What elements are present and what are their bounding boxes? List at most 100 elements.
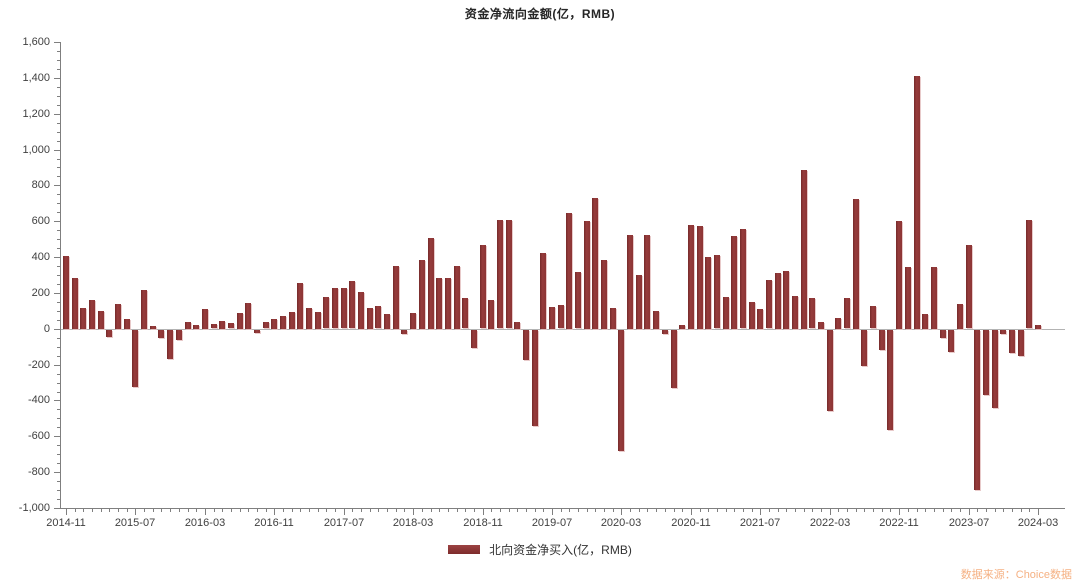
x-minor-tick xyxy=(118,509,119,512)
y-major-tick xyxy=(54,221,60,222)
bar xyxy=(115,304,121,329)
legend-label: 北向资金净买入(亿，RMB) xyxy=(489,543,632,557)
y-minor-tick xyxy=(57,347,60,348)
x-minor-tick xyxy=(812,509,813,512)
bar xyxy=(618,330,624,451)
bar xyxy=(792,296,798,329)
x-axis-label: 2022-11 xyxy=(879,517,919,529)
x-minor-tick xyxy=(240,509,241,512)
bar xyxy=(757,309,763,329)
bar xyxy=(818,322,824,329)
bar xyxy=(948,330,954,352)
x-minor-tick xyxy=(491,509,492,512)
x-axis-label: 2020-03 xyxy=(600,517,642,529)
x-minor-tick xyxy=(378,509,379,512)
bar xyxy=(488,300,494,329)
y-minor-tick xyxy=(57,481,60,482)
y-minor-tick xyxy=(57,96,60,97)
x-minor-tick xyxy=(318,509,319,512)
x-minor-tick xyxy=(595,509,596,512)
x-minor-tick xyxy=(856,509,857,512)
y-minor-tick xyxy=(57,392,60,393)
x-major-tick xyxy=(135,509,136,515)
bar xyxy=(263,322,269,328)
y-minor-tick xyxy=(57,374,60,375)
x-major-tick xyxy=(205,509,206,515)
bar xyxy=(289,312,295,329)
y-minor-tick xyxy=(57,105,60,106)
x-minor-tick xyxy=(153,509,154,512)
bar xyxy=(532,330,538,426)
bar xyxy=(809,298,815,328)
bar xyxy=(306,308,312,329)
x-axis-label: 2016-03 xyxy=(184,517,226,529)
bar xyxy=(844,298,850,328)
y-minor-tick xyxy=(57,266,60,267)
x-minor-tick xyxy=(995,509,996,512)
x-minor-tick xyxy=(361,509,362,512)
x-minor-tick xyxy=(75,509,76,512)
bar xyxy=(341,288,347,328)
x-minor-tick xyxy=(127,509,128,512)
x-minor-tick xyxy=(769,509,770,512)
x-minor-tick xyxy=(890,509,891,512)
x-axis-label: 2024-03 xyxy=(1017,517,1059,529)
x-minor-tick xyxy=(734,509,735,512)
source-note: 数据来源：Choice数据 xyxy=(960,569,1072,581)
y-axis-line xyxy=(60,42,61,508)
y-minor-tick xyxy=(57,409,60,410)
bar xyxy=(731,236,737,329)
x-minor-tick xyxy=(335,509,336,512)
x-axis-label: 2019-07 xyxy=(531,517,573,529)
y-minor-tick xyxy=(57,230,60,231)
bar xyxy=(323,297,329,328)
x-minor-tick xyxy=(517,509,518,512)
x-minor-tick xyxy=(917,509,918,512)
x-minor-tick xyxy=(647,509,648,512)
x-axis-label: 2016-11 xyxy=(254,517,294,529)
y-minor-tick xyxy=(57,194,60,195)
y-major-tick xyxy=(54,400,60,401)
bar xyxy=(228,323,234,328)
y-major-tick xyxy=(54,150,60,151)
x-major-tick xyxy=(483,509,484,515)
bar xyxy=(80,308,86,329)
x-minor-tick xyxy=(370,509,371,512)
x-minor-tick xyxy=(257,509,258,512)
bar xyxy=(454,266,460,329)
x-minor-tick xyxy=(292,509,293,512)
bar xyxy=(315,312,321,329)
y-minor-tick xyxy=(57,311,60,312)
bar xyxy=(592,198,598,329)
bar xyxy=(358,292,364,329)
x-minor-tick xyxy=(1029,509,1030,512)
x-minor-tick xyxy=(882,509,883,512)
chart-title: 资金净流向金额(亿，RMB) xyxy=(464,7,616,21)
bar xyxy=(679,325,685,329)
bar xyxy=(514,322,520,329)
bar xyxy=(280,316,286,329)
bar xyxy=(202,309,208,329)
x-minor-tick xyxy=(526,509,527,512)
bar xyxy=(662,330,668,334)
y-minor-tick xyxy=(57,427,60,428)
bar xyxy=(905,267,911,329)
x-minor-tick xyxy=(170,509,171,512)
bar xyxy=(540,253,546,329)
bar xyxy=(575,272,581,328)
bar xyxy=(558,305,564,328)
bar xyxy=(462,298,468,328)
y-major-tick xyxy=(54,78,60,79)
x-major-tick xyxy=(413,509,414,515)
x-minor-tick xyxy=(838,509,839,512)
x-major-tick xyxy=(274,509,275,515)
bar xyxy=(644,235,650,329)
y-minor-tick xyxy=(57,159,60,160)
x-minor-tick xyxy=(509,509,510,512)
x-major-tick xyxy=(830,509,831,515)
y-minor-tick xyxy=(57,87,60,88)
x-axis-label: 2023-07 xyxy=(948,517,990,529)
y-minor-tick xyxy=(57,212,60,213)
x-minor-tick xyxy=(795,509,796,512)
